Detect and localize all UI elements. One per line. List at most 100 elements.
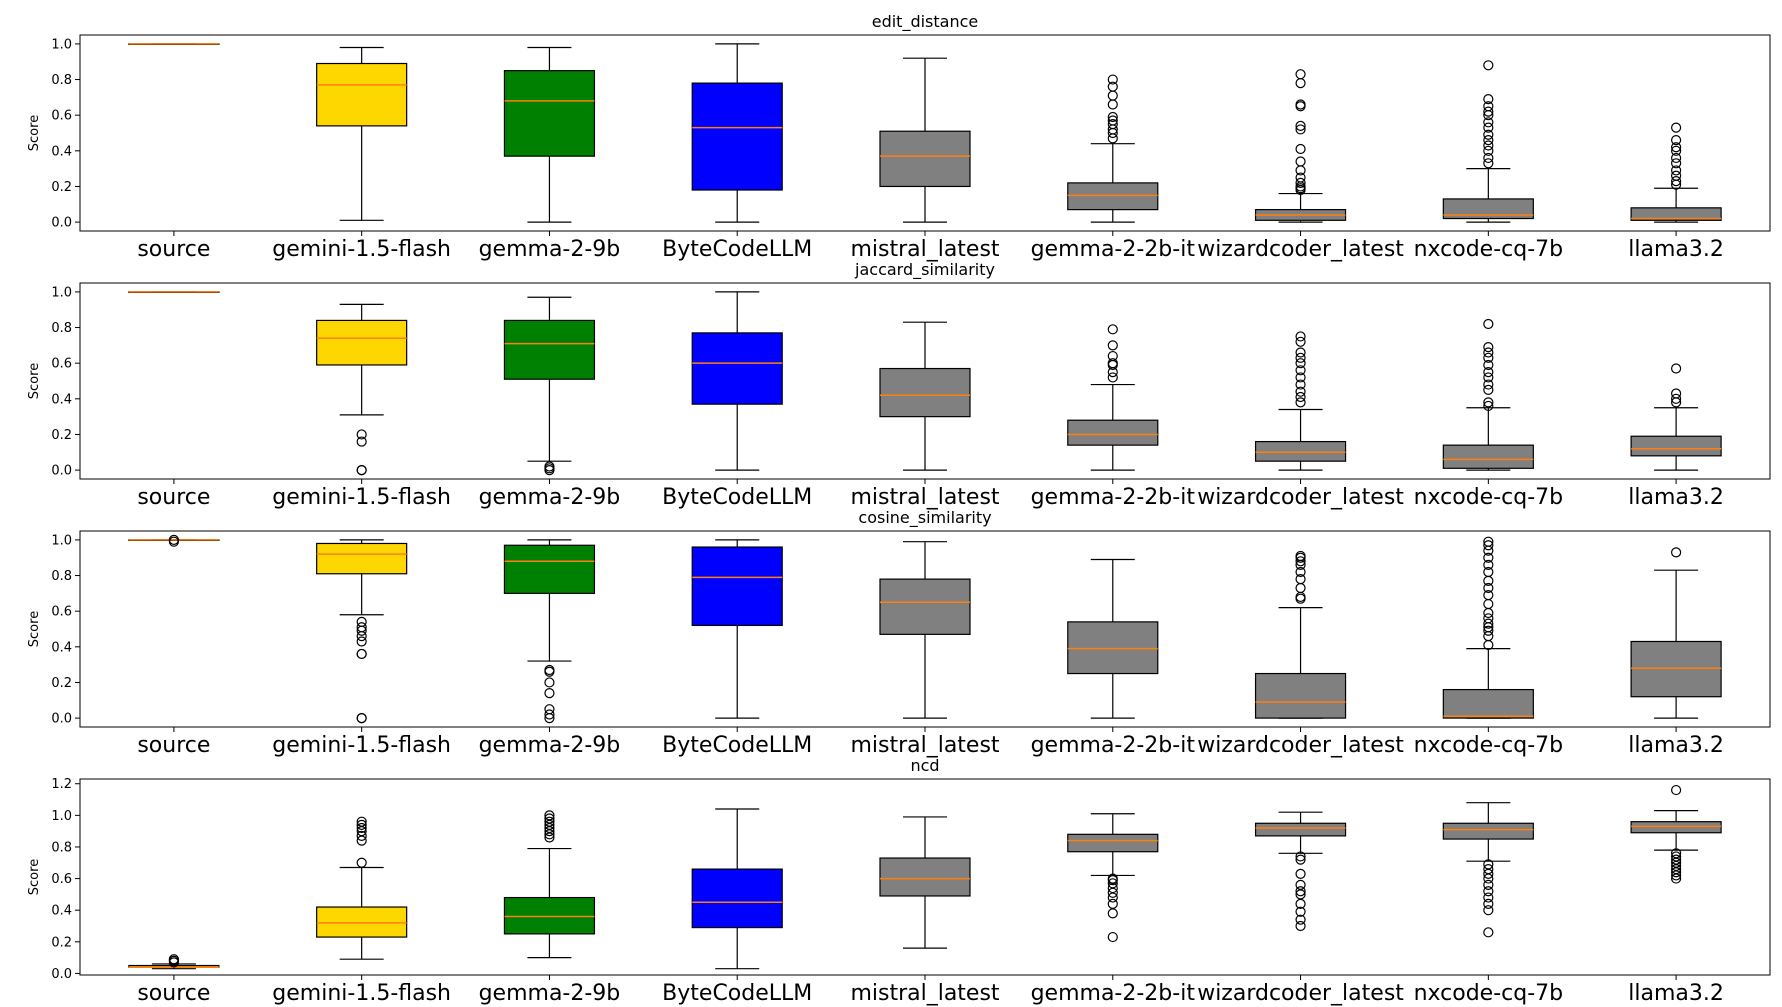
outlier-point <box>1295 556 1306 567</box>
box-body <box>691 546 783 627</box>
x-tick-label: llama3.2 <box>1628 981 1724 1006</box>
x-tick-label: source <box>137 237 210 262</box>
outlier-point <box>356 822 367 834</box>
box-source <box>128 291 220 294</box>
outlier-point <box>356 648 367 660</box>
outlier-point <box>1483 318 1494 330</box>
box-nxcode-cq-7b <box>1442 318 1534 471</box>
outlier-point <box>356 436 367 447</box>
outlier-point <box>1671 854 1682 865</box>
outlier-point <box>1107 81 1118 92</box>
outlier-point <box>544 688 555 699</box>
y-tick-label: 0.8 <box>51 73 72 88</box>
outlier-point <box>1107 90 1118 101</box>
y-tick-label: 1.0 <box>51 285 72 300</box>
y-tick-label: 1.0 <box>51 37 72 52</box>
outlier-point <box>544 461 555 472</box>
x-tick-label: gemini-1.5-flash <box>272 485 451 510</box>
outlier-point <box>1483 342 1494 353</box>
outlier-point <box>1107 873 1118 884</box>
outlier-point <box>1483 879 1494 891</box>
outlier-point <box>1483 379 1494 390</box>
y-tick-label: 0.0 <box>51 712 72 727</box>
outlier-point <box>1483 927 1494 938</box>
y-tick-label: 0.2 <box>51 180 72 195</box>
outlier-point <box>356 616 367 627</box>
y-tick-label: 0.4 <box>51 144 72 159</box>
box-source <box>128 534 220 547</box>
box-mistral_latest <box>879 541 971 719</box>
box-llama3.2 <box>1630 363 1722 471</box>
y-tick-label: 1.0 <box>51 533 72 548</box>
box-body <box>691 82 783 191</box>
x-tick-label: mistral_latest <box>850 981 999 1006</box>
outlier-point <box>1671 176 1682 187</box>
outlier-point <box>1107 133 1118 144</box>
x-tick-label: nxcode-cq-7b <box>1414 237 1564 262</box>
outlier-point <box>1671 152 1682 164</box>
outlier-point <box>1295 854 1306 865</box>
outlier-point <box>1483 117 1494 128</box>
x-tick-label: nxcode-cq-7b <box>1414 733 1564 758</box>
box-gemma-2-9b <box>503 46 596 223</box>
subplot-jaccard_similarity: jaccard_similarity Score 0.0 0.2 0.4 0.6 0.8 1.… <box>27 260 1771 510</box>
box-gemma-2-9b <box>503 810 596 959</box>
box-llama3.2 <box>1630 784 1722 884</box>
box-llama3.2 <box>1630 547 1722 719</box>
outlier-point <box>1671 158 1682 169</box>
outlier-point <box>1671 135 1682 146</box>
outlier-point <box>544 813 555 824</box>
outlier-point <box>1107 340 1118 351</box>
x-tick-label: gemma-2-2b-it <box>1031 733 1196 758</box>
outlier-point <box>168 534 179 546</box>
box-mistral_latest <box>879 57 971 223</box>
box-mistral_latest <box>879 816 971 949</box>
box-ByteCodeLLM <box>691 808 783 970</box>
outlier-point <box>1295 379 1306 390</box>
x-tick-label: llama3.2 <box>1628 237 1724 262</box>
box-body <box>879 857 971 897</box>
box-body <box>1442 198 1534 220</box>
outlier-point <box>1295 868 1306 879</box>
outlier-point <box>1483 607 1494 619</box>
outlier-point <box>1483 135 1494 146</box>
y-tick-label: 0.6 <box>51 605 72 620</box>
x-tick-label: wizardcoder_latest <box>1197 733 1404 758</box>
outlier-point <box>1483 582 1494 594</box>
outlier-point <box>1295 879 1306 891</box>
outlier-point <box>544 677 555 688</box>
x-tick-label: gemini-1.5-flash <box>272 733 451 758</box>
y-tick-label: 1.2 <box>51 777 72 792</box>
outlier-point <box>1483 559 1494 570</box>
y-tick-label: 0.6 <box>51 109 72 124</box>
outlier-point <box>1483 566 1494 578</box>
box-body <box>1067 419 1159 446</box>
outlier-point <box>544 816 555 827</box>
y-axis-label: Score <box>27 363 42 399</box>
outlier-point <box>1671 165 1682 176</box>
box-wizardcoder_latest <box>1254 331 1347 471</box>
box-gemini-1.5-flash <box>316 816 408 960</box>
outlier-point <box>1107 358 1118 369</box>
y-tick-label: 0.2 <box>51 676 72 691</box>
outlier-point <box>1295 172 1306 183</box>
outlier-point <box>1671 547 1682 558</box>
outlier-point <box>1483 101 1494 112</box>
outlier-point <box>1671 122 1682 133</box>
outlier-point <box>1483 94 1494 105</box>
x-tick-label: ByteCodeLLM <box>662 485 812 510</box>
outlier-point <box>1483 590 1494 601</box>
outlier-point <box>1483 397 1494 408</box>
outlier-point <box>1295 566 1306 578</box>
outlier-point <box>1295 120 1306 131</box>
outlier-point <box>1483 347 1494 358</box>
outlier-point <box>544 664 555 676</box>
outlier-point <box>1671 142 1682 153</box>
box-body <box>316 62 408 127</box>
outlier-point <box>1483 372 1494 383</box>
outlier-point <box>1295 386 1306 397</box>
outlier-point <box>1483 905 1494 916</box>
box-body <box>1442 822 1534 840</box>
outlier-point <box>1483 552 1494 563</box>
